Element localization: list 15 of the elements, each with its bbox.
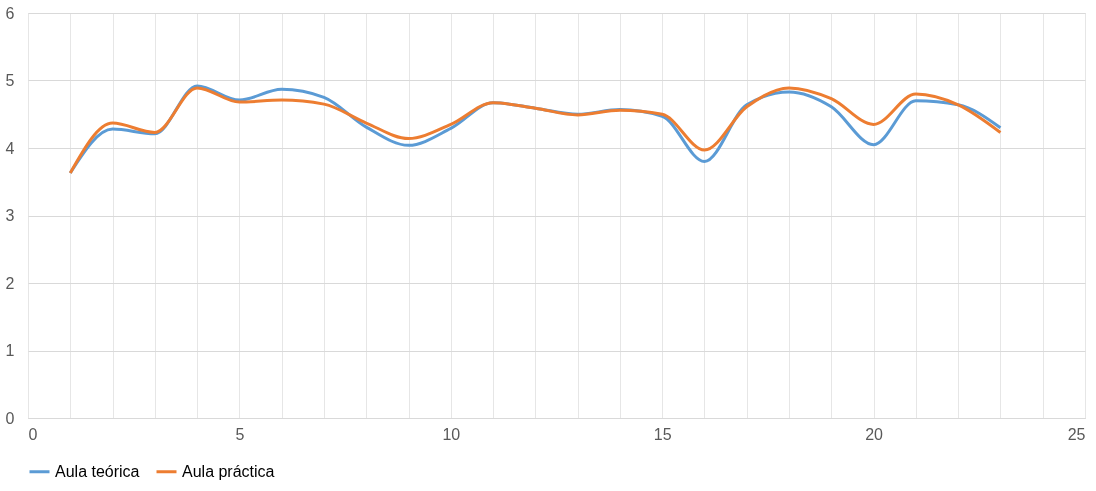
y-tick-label: 3 [5,207,15,224]
y-tick-label: 5 [5,72,15,89]
legend-label: Aula teórica [55,462,140,480]
x-tick-label: 15 [653,425,672,443]
x-tick-label: 5 [235,425,245,443]
y-tick-label: 2 [5,274,15,292]
y-tick-label: 1 [5,342,15,359]
y-tick-label: 4 [5,139,15,157]
x-tick-label: 20 [865,425,884,443]
x-tick-label: 10 [442,425,461,443]
legend-label: Aula práctica [182,462,275,480]
y-tick-label: 0 [5,409,15,427]
x-tick-label: 25 [1067,425,1086,443]
y-tick-label: 6 [5,4,15,22]
x-tick-label: 0 [28,425,38,443]
